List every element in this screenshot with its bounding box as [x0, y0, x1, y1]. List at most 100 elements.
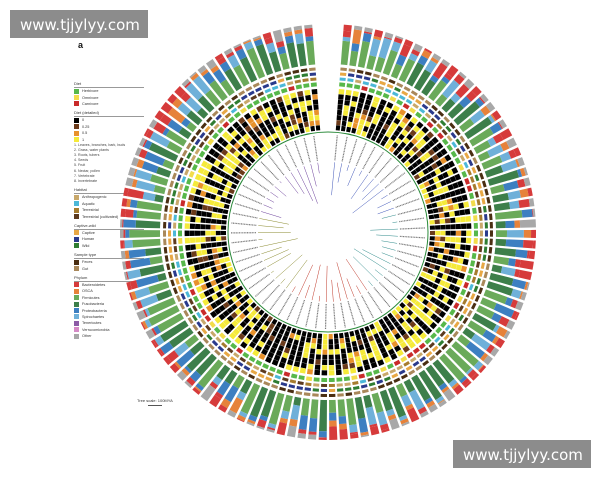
diet-detailed-cell [215, 277, 222, 285]
phylum-bar-segment [239, 56, 258, 83]
diet-detailed-cell [382, 123, 390, 131]
phylum-bar-segment [459, 375, 468, 384]
phylum-bar-segment [519, 167, 526, 177]
phylum-bar-segment [471, 333, 491, 351]
phylum-bar-segment [140, 294, 159, 308]
tree-branch [353, 248, 387, 271]
phylum-bar-segment [128, 248, 146, 259]
diet-detailed-cell [281, 335, 288, 342]
diet-cell [454, 157, 461, 165]
diet-cell [368, 87, 376, 94]
diet-detailed-cell [339, 332, 344, 339]
diet-detailed-cell [218, 162, 225, 170]
legend-diet-detailed-items: 0 0.25 0.5 1 [74, 117, 144, 143]
habitat-cell [226, 347, 234, 354]
captive-wild-cell [459, 145, 466, 153]
diet-detailed-cell [242, 309, 250, 316]
diet-detailed-cell [414, 133, 422, 142]
diet-detailed-cell [381, 322, 388, 330]
captive-wild-cell [483, 246, 488, 253]
phylum-bar-segment [304, 27, 314, 37]
sample-type-cell [462, 317, 469, 325]
tree-branch [345, 258, 368, 291]
captive-wild-cell [211, 339, 219, 347]
diet-detailed-cell [450, 217, 456, 223]
phylum-bar-segment [289, 418, 298, 427]
captive-wild-cell [345, 387, 352, 392]
phylum-bar-segment [516, 169, 523, 178]
diet-detailed-cell [431, 136, 439, 145]
species-label-mark [260, 161, 279, 181]
diet-detailed-cell [250, 309, 258, 317]
diet-detailed-cell [254, 305, 261, 313]
diet-cell [435, 326, 443, 334]
diet-detailed-cell [430, 258, 437, 264]
phylum-bar-segment [232, 374, 245, 389]
diet-detailed-cell [404, 112, 413, 120]
captive-wild-cell [360, 384, 368, 389]
phylum-bar-segment [503, 180, 519, 192]
diet-cell [179, 252, 185, 260]
legend-label: Captive [82, 230, 95, 235]
diet-detailed-cell [191, 202, 198, 209]
diet-detailed-cell [398, 309, 406, 317]
diet-detailed-cell [291, 97, 298, 104]
phylum-bar-segment [283, 27, 292, 33]
phylum-bar-segment [390, 63, 403, 79]
diet-detailed-cell [463, 201, 470, 208]
phylum-bar-segment [445, 347, 472, 374]
diet-detailed-cell [306, 105, 313, 111]
diet-detailed-cell [268, 322, 275, 330]
diet-cell [179, 207, 184, 214]
phylum-bar-segment [169, 363, 180, 374]
phylum-bar-segment [478, 96, 486, 104]
captive-wild-cell [391, 373, 399, 379]
diet-detailed-cell [437, 253, 444, 260]
phylum-bar-segment [342, 36, 351, 42]
phylum-bar-segment [129, 230, 161, 238]
diet-detailed-cell [445, 261, 452, 268]
legend-item-phylum: Bacteroidetes [74, 282, 144, 288]
diet-detailed-cell [414, 166, 422, 173]
diet-detailed-cell [221, 140, 229, 148]
diet-cell [472, 207, 477, 214]
diet-detailed-cell [429, 197, 436, 203]
phylum-bar-segment [505, 319, 516, 330]
phylum-bar-segment [340, 40, 351, 66]
captive-wild-cell [352, 385, 360, 390]
diet-detailed-cell [396, 337, 404, 345]
tree-branch [346, 278, 355, 297]
diet-detailed-cell [395, 137, 402, 145]
diet-detailed-cell [243, 294, 250, 301]
tree-branch [261, 211, 282, 218]
diet-detailed-cell [274, 337, 281, 345]
phylum-bar-segment [499, 128, 513, 140]
habitat-cell [469, 176, 475, 183]
phylum-bar-segment [339, 423, 348, 430]
diet-cell [196, 302, 203, 310]
phylum-bar-segment [484, 165, 504, 178]
sample-type-cell [181, 149, 188, 157]
tree-branch [280, 278, 286, 284]
diet-detailed-cell [241, 157, 248, 164]
diet-detailed-cell [221, 219, 227, 225]
diet-detailed-cell [397, 317, 405, 324]
phylum-bar-segment [523, 177, 531, 187]
phylum-bar-segment [498, 316, 510, 327]
habitat-cell [444, 324, 451, 332]
diet-cell [406, 351, 414, 359]
diet-detailed-cell [273, 354, 281, 362]
phylum-bar-segment [493, 303, 515, 318]
phylum-bar-segment [459, 118, 475, 133]
phylum-bar-segment [149, 256, 163, 265]
phylum-bar-segment [224, 384, 239, 403]
phylum-bar-segment [506, 230, 524, 238]
diet-cell [222, 121, 230, 129]
captive-wild-cell [170, 197, 175, 205]
species-label-mark [399, 227, 425, 230]
diet-detailed-cell [409, 129, 417, 137]
habitat-cell [374, 374, 382, 380]
diet-cell [298, 375, 305, 381]
phylum-bar-segment [181, 117, 191, 128]
